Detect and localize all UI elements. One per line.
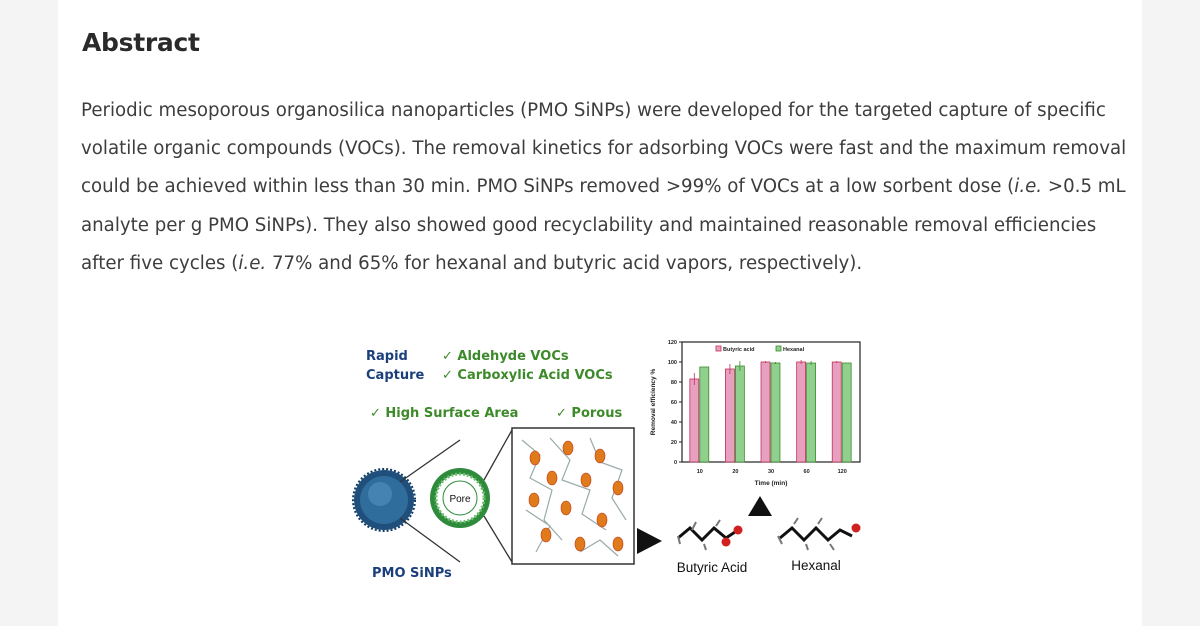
graphical-abstract: Rapid Capture ✓ Aldehyde VOCs ✓ Carboxyl… [300, 330, 870, 600]
ie-abbrev-1: i.e. [1014, 176, 1042, 197]
legend-swatch [716, 346, 721, 351]
ie-abbrev-2: i.e. [238, 253, 266, 274]
bar-butyric-acid [832, 362, 841, 462]
hexanal-label: Hexanal [791, 558, 841, 573]
bar-hexanal [700, 367, 709, 462]
bar-butyric-acid [797, 362, 806, 462]
abstract-text-part-1: Periodic mesoporous organosilica nanopar… [81, 100, 1126, 197]
y-tick-label: 80 [671, 380, 677, 386]
x-axis-label: Time (min) [755, 480, 788, 487]
pore-icon: Pore [430, 468, 490, 528]
legend-label: Butyric acid [723, 347, 754, 353]
graphical-abstract-svg: Rapid Capture ✓ Aldehyde VOCs ✓ Carboxyl… [300, 330, 870, 600]
y-tick-label: 0 [674, 460, 677, 466]
porous-label: ✓ Porous [556, 406, 622, 421]
bar-butyric-acid [725, 369, 734, 462]
bar-hexanal [771, 363, 780, 462]
x-tick-label: 20 [732, 469, 738, 475]
removal-efficiency-chart: 0 20 40 60 80 100 120 Removal efficiency % 10 20 3… [650, 340, 860, 487]
up-arrow-icon [748, 496, 772, 516]
abstract-text-part-3: 77% and 65% for hexanal and butyric acid… [266, 253, 862, 274]
y-tick-label: 60 [671, 400, 677, 406]
butyric-acid-molecule-icon [678, 520, 743, 550]
surface-area-label: ✓ High Surface Area [370, 406, 518, 421]
y-axis-label: Removal efficiency % [650, 369, 657, 436]
abstract-heading: Abstract [82, 28, 200, 57]
x-tick-label: 30 [768, 469, 774, 475]
rapid-label: Rapid [366, 349, 408, 364]
abstract-text: Periodic mesoporous organosilica nanopar… [81, 92, 1131, 283]
x-tick-label: 10 [697, 469, 703, 475]
pore-label: Pore [449, 494, 471, 505]
bar-hexanal [842, 363, 851, 462]
y-tick-label: 20 [671, 440, 677, 446]
carboxylic-label: ✓ Carboxylic Acid VOCs [442, 368, 613, 383]
hexanal-molecule-icon [778, 518, 861, 550]
bar-butyric-acid [761, 362, 770, 462]
bar-hexanal [807, 363, 816, 462]
bar-hexanal [735, 366, 744, 462]
y-tick-label: 40 [671, 420, 677, 426]
legend-swatch [776, 346, 781, 351]
framework-box [512, 428, 634, 564]
bar-butyric-acid [690, 379, 699, 462]
butyric-acid-label: Butyric Acid [677, 560, 748, 575]
x-tick-label: 60 [804, 469, 810, 475]
y-tick-label: 120 [668, 340, 677, 346]
x-tick-label: 120 [838, 469, 847, 475]
pmo-sinps-label: PMO SiNPs [372, 566, 452, 581]
aldehyde-label: ✓ Aldehyde VOCs [442, 349, 569, 364]
capture-label: Capture [366, 368, 424, 383]
legend-label: Hexanal [783, 347, 805, 353]
right-arrow-icon [637, 528, 662, 554]
y-tick-label: 100 [668, 360, 677, 366]
